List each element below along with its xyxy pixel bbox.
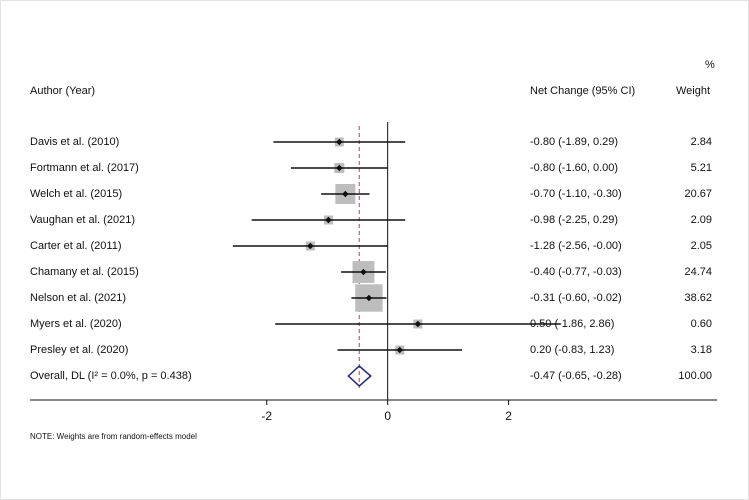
weight-overall: 100.00	[678, 370, 712, 382]
ci-text-presley: 0.20 (-0.83, 1.23)	[530, 344, 615, 356]
weight-davis: 2.84	[690, 136, 712, 148]
x-tick-label: 2	[505, 409, 512, 423]
ci-text-davis: -0.80 (-1.89, 0.29)	[530, 136, 619, 148]
ci-text-carter: -1.28 (-2.56, -0.00)	[530, 240, 622, 252]
study-label-vaughan: Vaughan et al. (2021)	[30, 214, 135, 226]
study-point-estimate	[336, 164, 343, 172]
study-point-estimate	[414, 320, 422, 328]
study-label-chamany: Chamany et al. (2015)	[30, 266, 139, 278]
x-tick-label: 0	[384, 409, 391, 423]
ci-text-welch: -0.70 (-1.10, -0.30)	[530, 188, 622, 200]
ci-column-header: Net Change (95% CI)	[530, 85, 636, 97]
ci-text-fortmann: -0.80 (-1.60, 0.00)	[530, 162, 619, 174]
ci-text-myers: 0.50 (-1.86, 2.86)	[530, 318, 615, 330]
study-point-estimate	[336, 138, 343, 146]
weight-presley: 3.18	[690, 344, 712, 356]
weight-header-percent: %	[705, 59, 715, 71]
ci-text-overall: -0.47 (-0.65, -0.28)	[530, 370, 622, 382]
study-point-estimate	[365, 294, 373, 302]
study-point-estimate	[360, 268, 367, 276]
overall-diamond	[347, 364, 372, 388]
weight-myers: 0.60	[690, 318, 712, 330]
study-label-myers: Myers et al. (2020)	[30, 318, 122, 330]
study-point-estimate	[342, 190, 349, 198]
study-label-welch: Welch et al. (2015)	[30, 188, 123, 200]
weight-welch: 20.67	[684, 188, 712, 200]
weight-fortmann: 5.21	[690, 162, 712, 174]
author-column-header: Author (Year)	[30, 85, 96, 97]
study-label-carter: Carter et al. (2011)	[30, 240, 122, 252]
study-label-fortmann: Fortmann et al. (2017)	[30, 162, 139, 174]
study-label-davis: Davis et al. (2010)	[30, 136, 120, 148]
weight-vaughan: 2.09	[690, 214, 712, 226]
weights-note: NOTE: Weights are from random-effects mo…	[30, 432, 197, 441]
weight-nelson: 38.62	[684, 292, 712, 304]
ci-text-nelson: -0.31 (-0.60, -0.02)	[530, 292, 622, 304]
study-label-nelson: Nelson et al. (2021)	[30, 292, 126, 304]
study-point-estimate	[307, 242, 314, 250]
overall-label: Overall, DL (I² = 0.0%, p = 0.438)	[30, 370, 192, 382]
study-label-presley: Presley et al. (2020)	[30, 344, 129, 356]
ci-text-vaughan: -0.98 (-2.25, 0.29)	[530, 214, 619, 226]
x-tick-label: -2	[261, 409, 272, 423]
study-point-estimate	[396, 346, 403, 354]
weight-carter: 2.05	[690, 240, 712, 252]
study-point-estimate	[325, 216, 332, 224]
ci-text-chamany: -0.40 (-0.77, -0.03)	[530, 266, 622, 278]
weight-column-header: Weight	[676, 85, 711, 97]
weight-chamany: 24.74	[684, 266, 712, 278]
